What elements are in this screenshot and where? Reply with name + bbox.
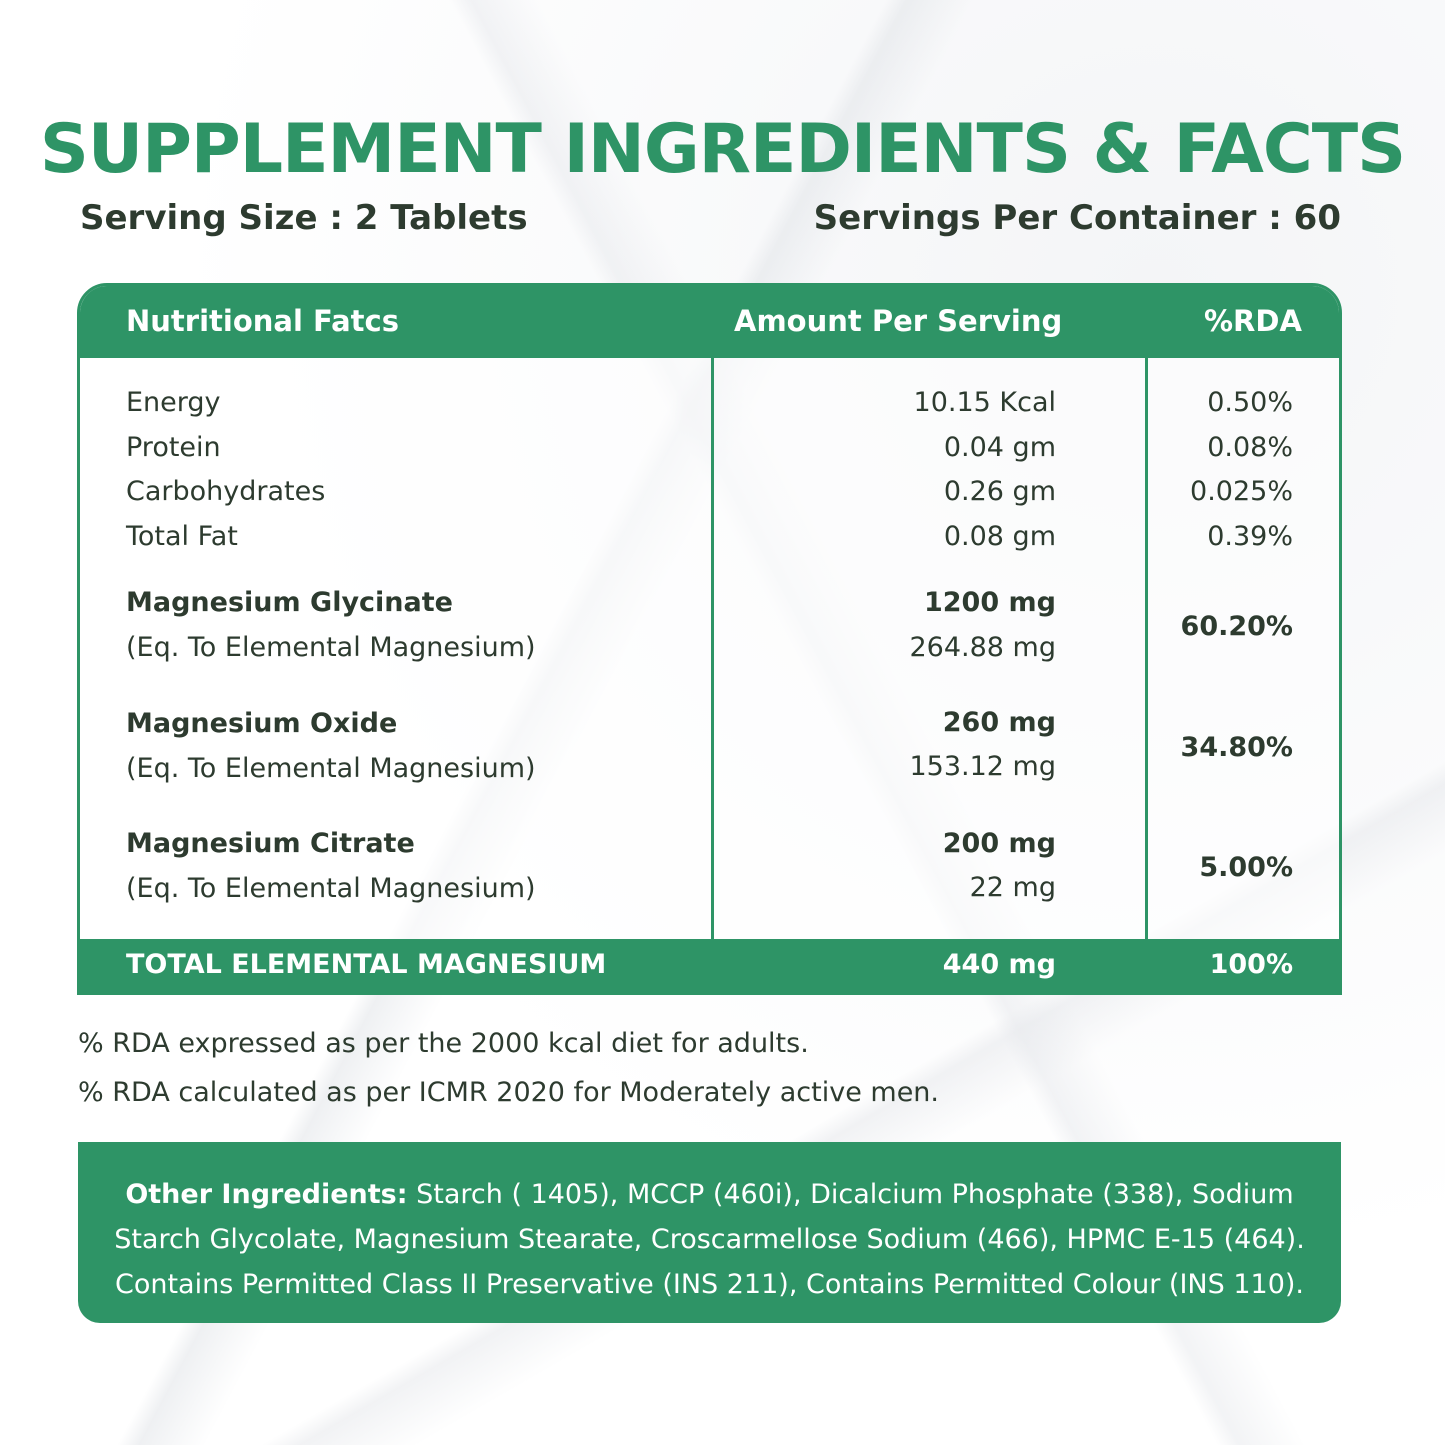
row-amount-magnesium-glycinate: 1200 mg — [923, 587, 1056, 618]
row-name-magnesium-oxide: Magnesium Oxide — [126, 708, 398, 739]
row-amount-carbohydrates: 0.26 gm — [943, 476, 1056, 507]
other-ingredients-box: Other Ingredients: Starch ( 1405), MCCP … — [78, 1142, 1341, 1323]
row-rda-energy: 0.50% — [1207, 387, 1293, 418]
rda-note-icmr: % RDA calculated as per ICMR 2020 for Mo… — [78, 1077, 939, 1108]
row-rda-protein: 0.08% — [1207, 432, 1293, 463]
row-rda-carbohydrates: 0.025% — [1190, 476, 1293, 507]
row-rda-total-fat: 0.39% — [1207, 521, 1293, 552]
row-amount-total-fat: 0.08 gm — [943, 521, 1056, 552]
total-row: TOTAL ELEMENTAL MAGNESIUM 440 mg 100% — [80, 939, 1339, 992]
row-name-magnesium-glycinate: Magnesium Glycinate — [126, 587, 453, 618]
column-divider — [711, 358, 714, 944]
rda-note-diet: % RDA expressed as per the 2000 kcal die… — [78, 1028, 809, 1059]
column-divider — [1145, 358, 1148, 944]
row-amount-energy: 10.15 Kcal — [913, 387, 1056, 418]
row-name-total-fat: Total Fat — [126, 521, 238, 552]
row-amount-magnesium-oxide: 260 mg — [942, 707, 1056, 738]
row-amount-magnesium-citrate: 200 mg — [942, 828, 1056, 859]
table-header: Nutritional Fatcs Amount Per Serving %RD… — [80, 286, 1339, 358]
header-rda: %RDA — [1204, 304, 1302, 338]
row-sub-magnesium-citrate: (Eq. To Elemental Magnesium) — [126, 873, 536, 904]
servings-per-container: Servings Per Container : 60 — [813, 198, 1341, 238]
row-sub-amount-magnesium-oxide: 153.12 mg — [909, 751, 1057, 782]
row-rda-magnesium-citrate: 5.00% — [1199, 852, 1293, 883]
row-name-energy: Energy — [126, 387, 221, 418]
page-title: SUPPLEMENT INGREDIENTS & FACTS — [39, 110, 1406, 189]
other-ingredients-label: Other Ingredients: — [125, 1179, 408, 1210]
row-rda-magnesium-oxide: 34.80% — [1180, 732, 1293, 763]
other-ingredients-text: Starch ( 1405), MCCP (460i), Dicalcium P… — [114, 1179, 1305, 1300]
header-amount-per-serving: Amount Per Serving — [734, 304, 1063, 338]
total-rda: 100% — [1209, 949, 1293, 980]
row-sub-magnesium-glycinate: (Eq. To Elemental Magnesium) — [126, 632, 536, 663]
row-name-carbohydrates: Carbohydrates — [126, 476, 326, 507]
nutrition-facts-table: Nutritional Fatcs Amount Per Serving %RD… — [77, 283, 1342, 995]
row-amount-protein: 0.04 gm — [943, 432, 1056, 463]
row-name-protein: Protein — [126, 432, 221, 463]
total-amount: 440 mg — [942, 949, 1056, 980]
total-label: TOTAL ELEMENTAL MAGNESIUM — [126, 949, 607, 980]
row-sub-amount-magnesium-citrate: 22 mg — [969, 872, 1056, 903]
serving-size: Serving Size : 2 Tablets — [80, 198, 528, 238]
row-sub-amount-magnesium-glycinate: 264.88 mg — [909, 632, 1057, 663]
row-name-magnesium-citrate: Magnesium Citrate — [126, 828, 415, 859]
row-rda-magnesium-glycinate: 60.20% — [1180, 611, 1293, 642]
header-nutritional-facts: Nutritional Fatcs — [126, 304, 399, 338]
row-sub-magnesium-oxide: (Eq. To Elemental Magnesium) — [126, 753, 536, 784]
